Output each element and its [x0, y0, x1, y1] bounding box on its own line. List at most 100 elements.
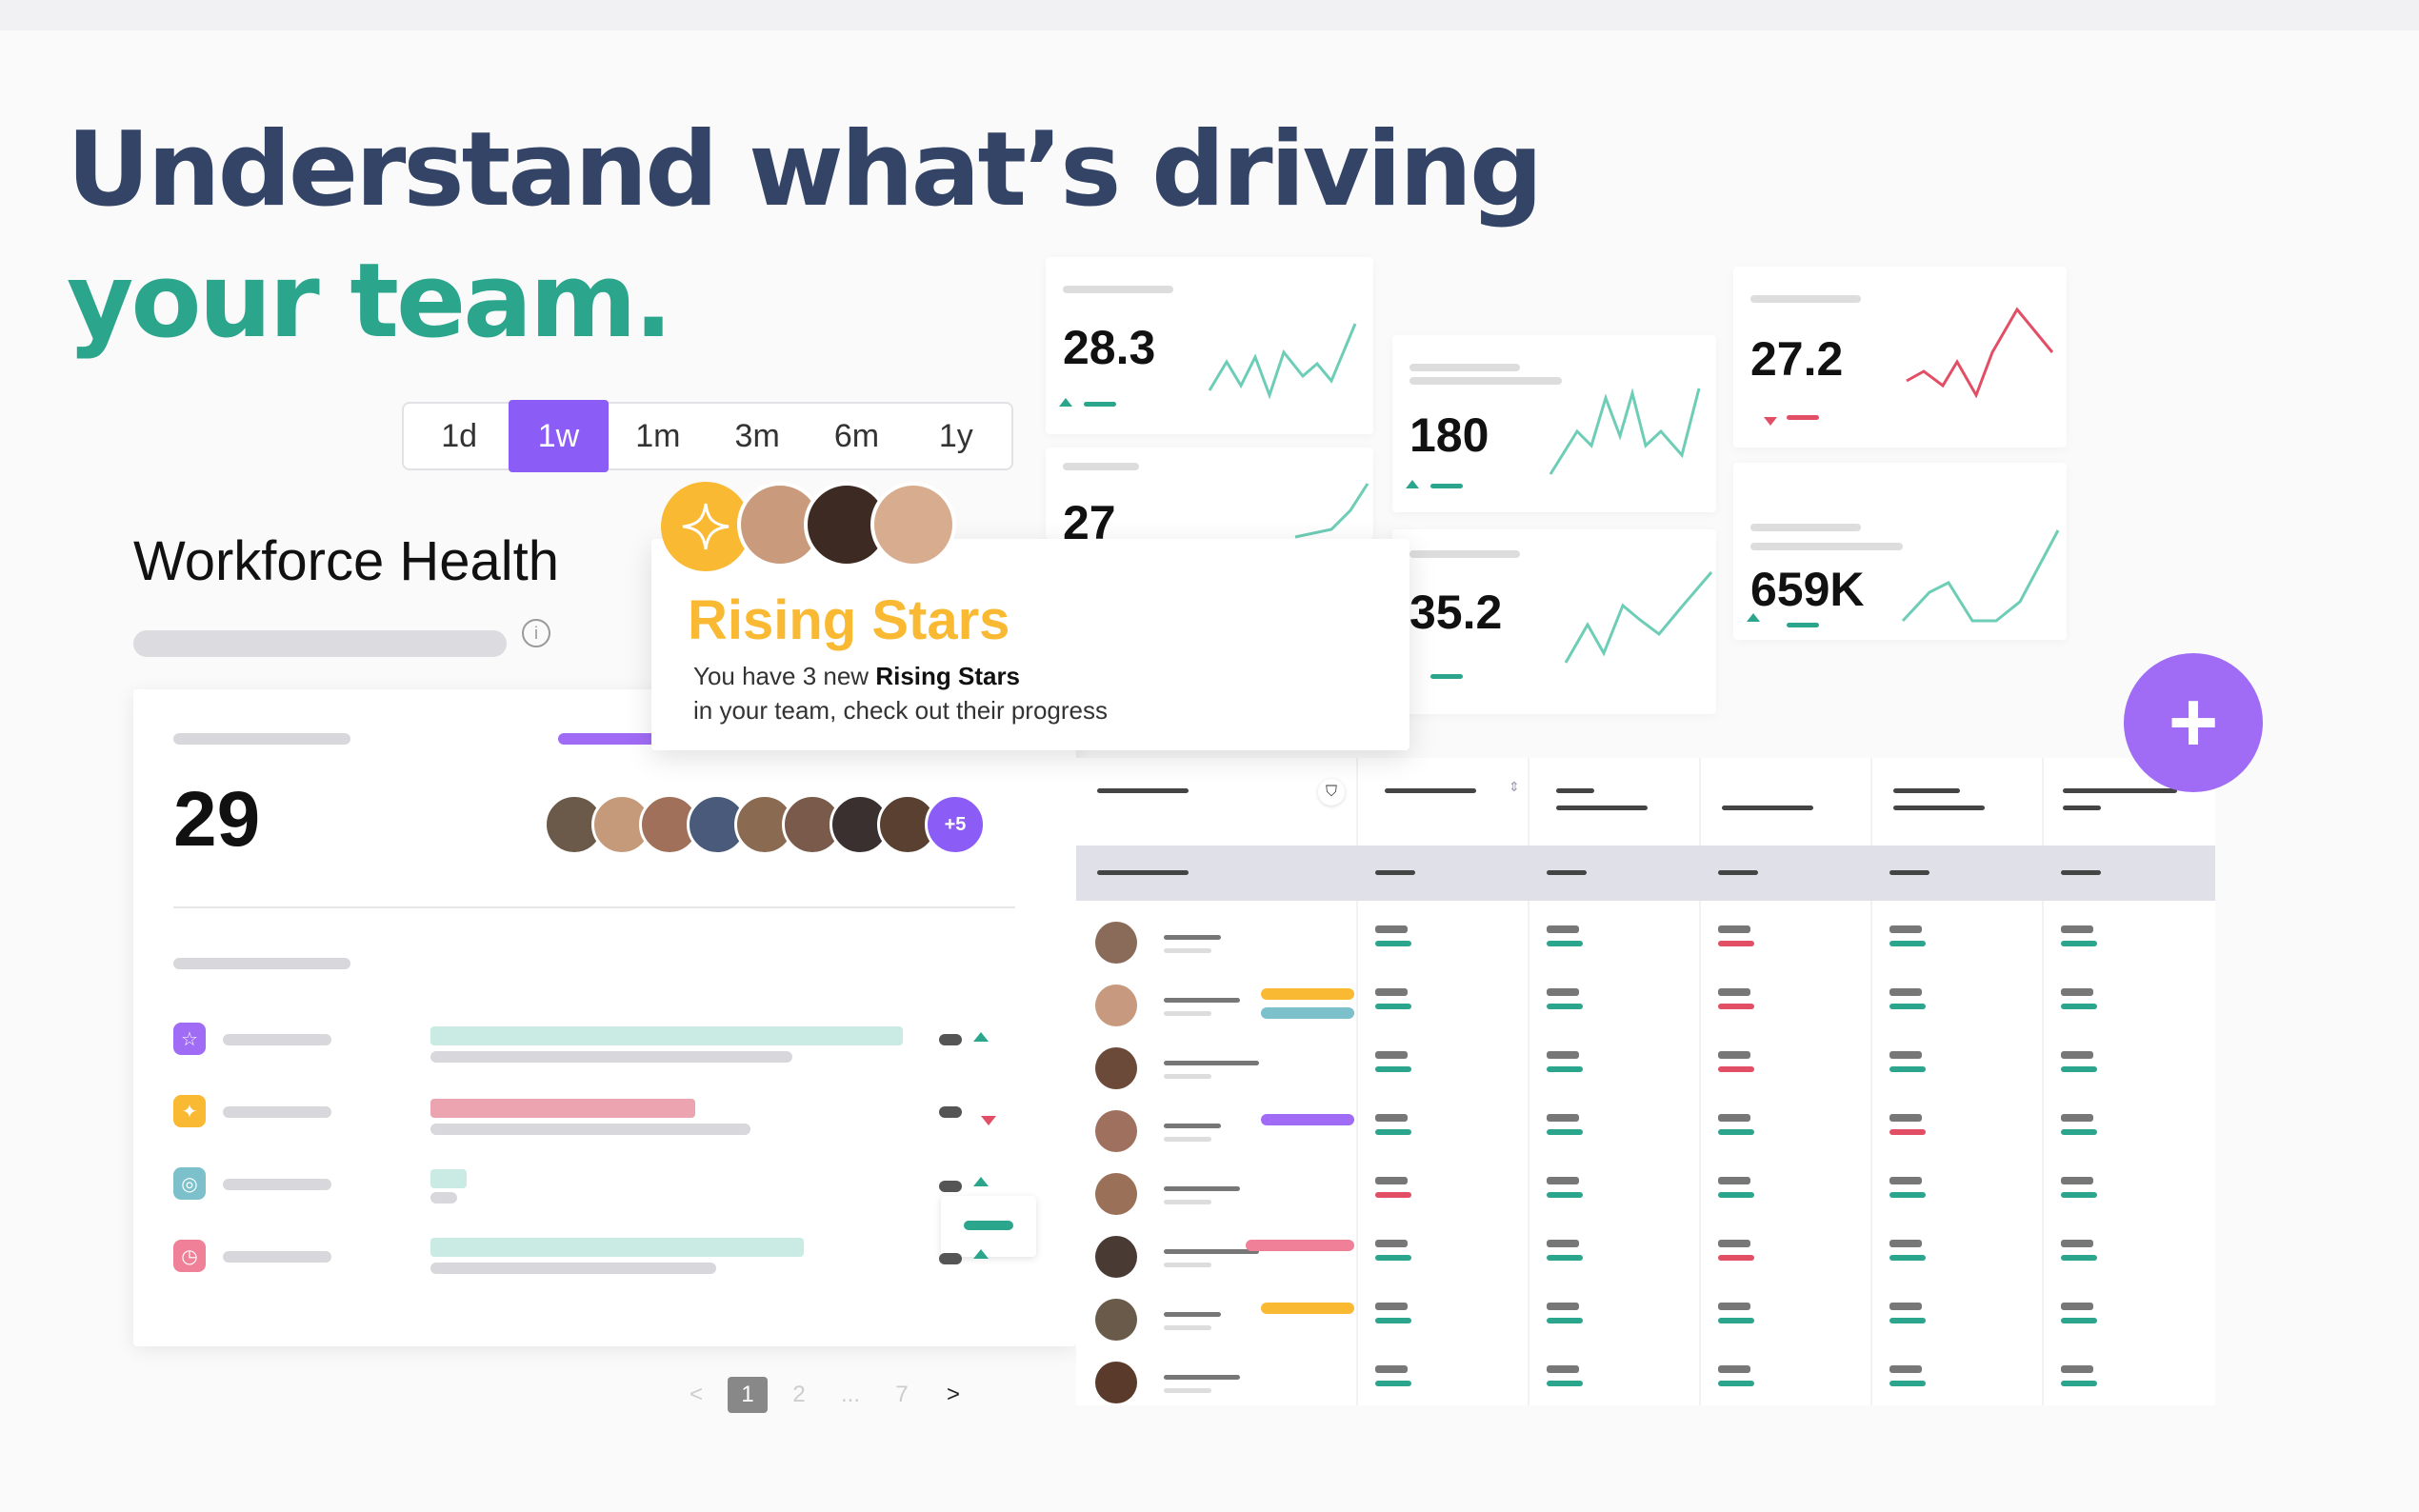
avatar[interactable]	[1095, 1173, 1137, 1215]
cell-value-placeholder	[2061, 988, 2093, 996]
table-subheader-row	[1076, 846, 2215, 901]
team-avatars[interactable]: +5	[544, 794, 986, 855]
avatar	[877, 794, 938, 855]
avatar[interactable]	[1095, 985, 1137, 1026]
column-header-placeholder[interactable]	[1893, 788, 1960, 793]
avatar[interactable]	[1095, 1110, 1137, 1152]
cell-delta-bar	[1375, 941, 1411, 946]
avatar[interactable]	[1095, 1236, 1137, 1278]
metric-card[interactable]: 659K	[1733, 463, 2067, 640]
progress-bar	[430, 1026, 903, 1045]
rising-star-avatar[interactable]	[870, 482, 956, 567]
range-1y[interactable]: 1y	[938, 417, 973, 454]
cell-delta-bar	[1375, 1318, 1411, 1323]
cell-value-placeholder	[1547, 1114, 1579, 1122]
cell-delta-bar	[1547, 1192, 1583, 1198]
metric-value: 659K	[1750, 563, 1865, 616]
range-1m[interactable]: 1m	[635, 417, 681, 454]
team-table: ⛉ ⇕	[1076, 758, 2215, 1405]
cell-value-placeholder	[1375, 1177, 1408, 1184]
rising-star-avatar[interactable]	[737, 482, 823, 567]
delta-placeholder	[939, 1106, 962, 1118]
more-avatars-badge[interactable]: +5	[925, 794, 986, 855]
range-1w[interactable]: 1w	[509, 400, 609, 472]
status-tag[interactable]	[1246, 1240, 1354, 1251]
cell-delta-bar	[1889, 1255, 1926, 1261]
cell-value-placeholder	[2061, 1303, 2093, 1310]
cell-delta-bar	[1547, 1318, 1583, 1323]
page-prev[interactable]: <	[689, 1382, 703, 1407]
filter-icon[interactable]: ⛉	[1318, 779, 1345, 806]
column-separator	[1528, 758, 1529, 1405]
column-header-placeholder[interactable]	[1556, 788, 1594, 793]
metric-value: 180	[1409, 408, 1489, 462]
avatar	[782, 794, 843, 855]
cell-delta-bar	[2061, 941, 2097, 946]
delta-placeholder	[939, 1034, 962, 1045]
status-tag[interactable]	[1261, 1114, 1354, 1125]
range-1d[interactable]: 1d	[441, 417, 478, 454]
workforce-count: 29	[173, 776, 261, 863]
sort-icon[interactable]: ⇕	[1509, 779, 1520, 794]
metric-card[interactable]: 27	[1046, 448, 1373, 549]
pagination: < 1 2 ... 7 >	[676, 1377, 973, 1413]
status-tag[interactable]	[1261, 1303, 1354, 1314]
workforce-subtitle-placeholder	[133, 630, 507, 657]
avatar[interactable]	[1095, 1362, 1137, 1403]
rising-stars-desc-bold: Rising Stars	[875, 662, 1021, 690]
page-7[interactable]: 7	[895, 1382, 909, 1407]
metric-card[interactable]: 28.3	[1046, 257, 1373, 434]
cell-value-placeholder	[2061, 1114, 2093, 1122]
cell-value-placeholder	[1547, 925, 1579, 933]
plus-icon[interactable]: +	[2124, 653, 2263, 792]
column-header-placeholder[interactable]	[1385, 788, 1476, 793]
range-3m[interactable]: 3m	[734, 417, 780, 454]
cell-value-placeholder	[1718, 1240, 1750, 1247]
metric-value: 28.3	[1063, 321, 1156, 374]
status-tag[interactable]	[1261, 1007, 1354, 1019]
role-placeholder	[1164, 1325, 1211, 1330]
cell-value-placeholder	[2061, 925, 2093, 933]
column-header-placeholder	[2063, 806, 2101, 810]
role-placeholder	[1164, 948, 1211, 953]
avatar[interactable]	[1095, 1047, 1137, 1089]
role-placeholder	[1164, 1137, 1211, 1142]
column-header-placeholder[interactable]	[1722, 806, 1813, 810]
name-placeholder	[1164, 998, 1240, 1003]
rising-stars-desc-prefix: You have 3 new	[693, 662, 876, 690]
column-separator	[2042, 758, 2044, 1405]
sparkline	[1901, 529, 2060, 623]
progress-bar	[430, 1099, 695, 1118]
column-header-placeholder[interactable]	[1097, 788, 1189, 793]
cell-value-placeholder	[1547, 1240, 1579, 1247]
cell-delta-bar	[1889, 1318, 1926, 1323]
range-6m[interactable]: 6m	[833, 417, 880, 454]
metric-card[interactable]: 180	[1392, 335, 1716, 512]
trend-up-icon	[973, 1249, 989, 1259]
cell-value-placeholder	[1375, 1303, 1408, 1310]
rising-stars-popup[interactable]: Rising Stars You have 3 new Rising Stars…	[651, 539, 1409, 750]
avatar[interactable]	[1095, 1299, 1137, 1341]
cell-delta-bar	[1375, 1381, 1411, 1386]
role-placeholder	[1164, 1388, 1211, 1393]
page-1[interactable]: 1	[728, 1377, 768, 1413]
page-2[interactable]: 2	[792, 1382, 806, 1407]
cell-delta-bar	[1718, 1255, 1754, 1261]
cell-delta-bar	[1375, 1129, 1411, 1135]
avatar[interactable]	[1095, 922, 1137, 964]
sparkline	[1564, 571, 1713, 664]
page-next[interactable]: >	[946, 1382, 960, 1407]
metric-card[interactable]: 27.2	[1733, 267, 2067, 448]
cell-value-placeholder	[1718, 1303, 1750, 1310]
column-header-placeholder[interactable]	[2063, 788, 2177, 793]
cell-delta-bar	[2061, 1004, 2097, 1009]
status-tag[interactable]	[1261, 988, 1354, 1000]
clock-icon: ◷	[173, 1240, 206, 1272]
cell-value-placeholder	[1375, 988, 1408, 996]
metric-card[interactable]: 35.2	[1392, 529, 1716, 714]
metric-label-placeholder	[1063, 286, 1173, 293]
info-icon[interactable]: i	[522, 619, 550, 647]
cell-delta-bar	[1889, 1192, 1926, 1198]
progress-bar	[430, 1238, 804, 1257]
cell-delta-bar	[1547, 1004, 1583, 1009]
